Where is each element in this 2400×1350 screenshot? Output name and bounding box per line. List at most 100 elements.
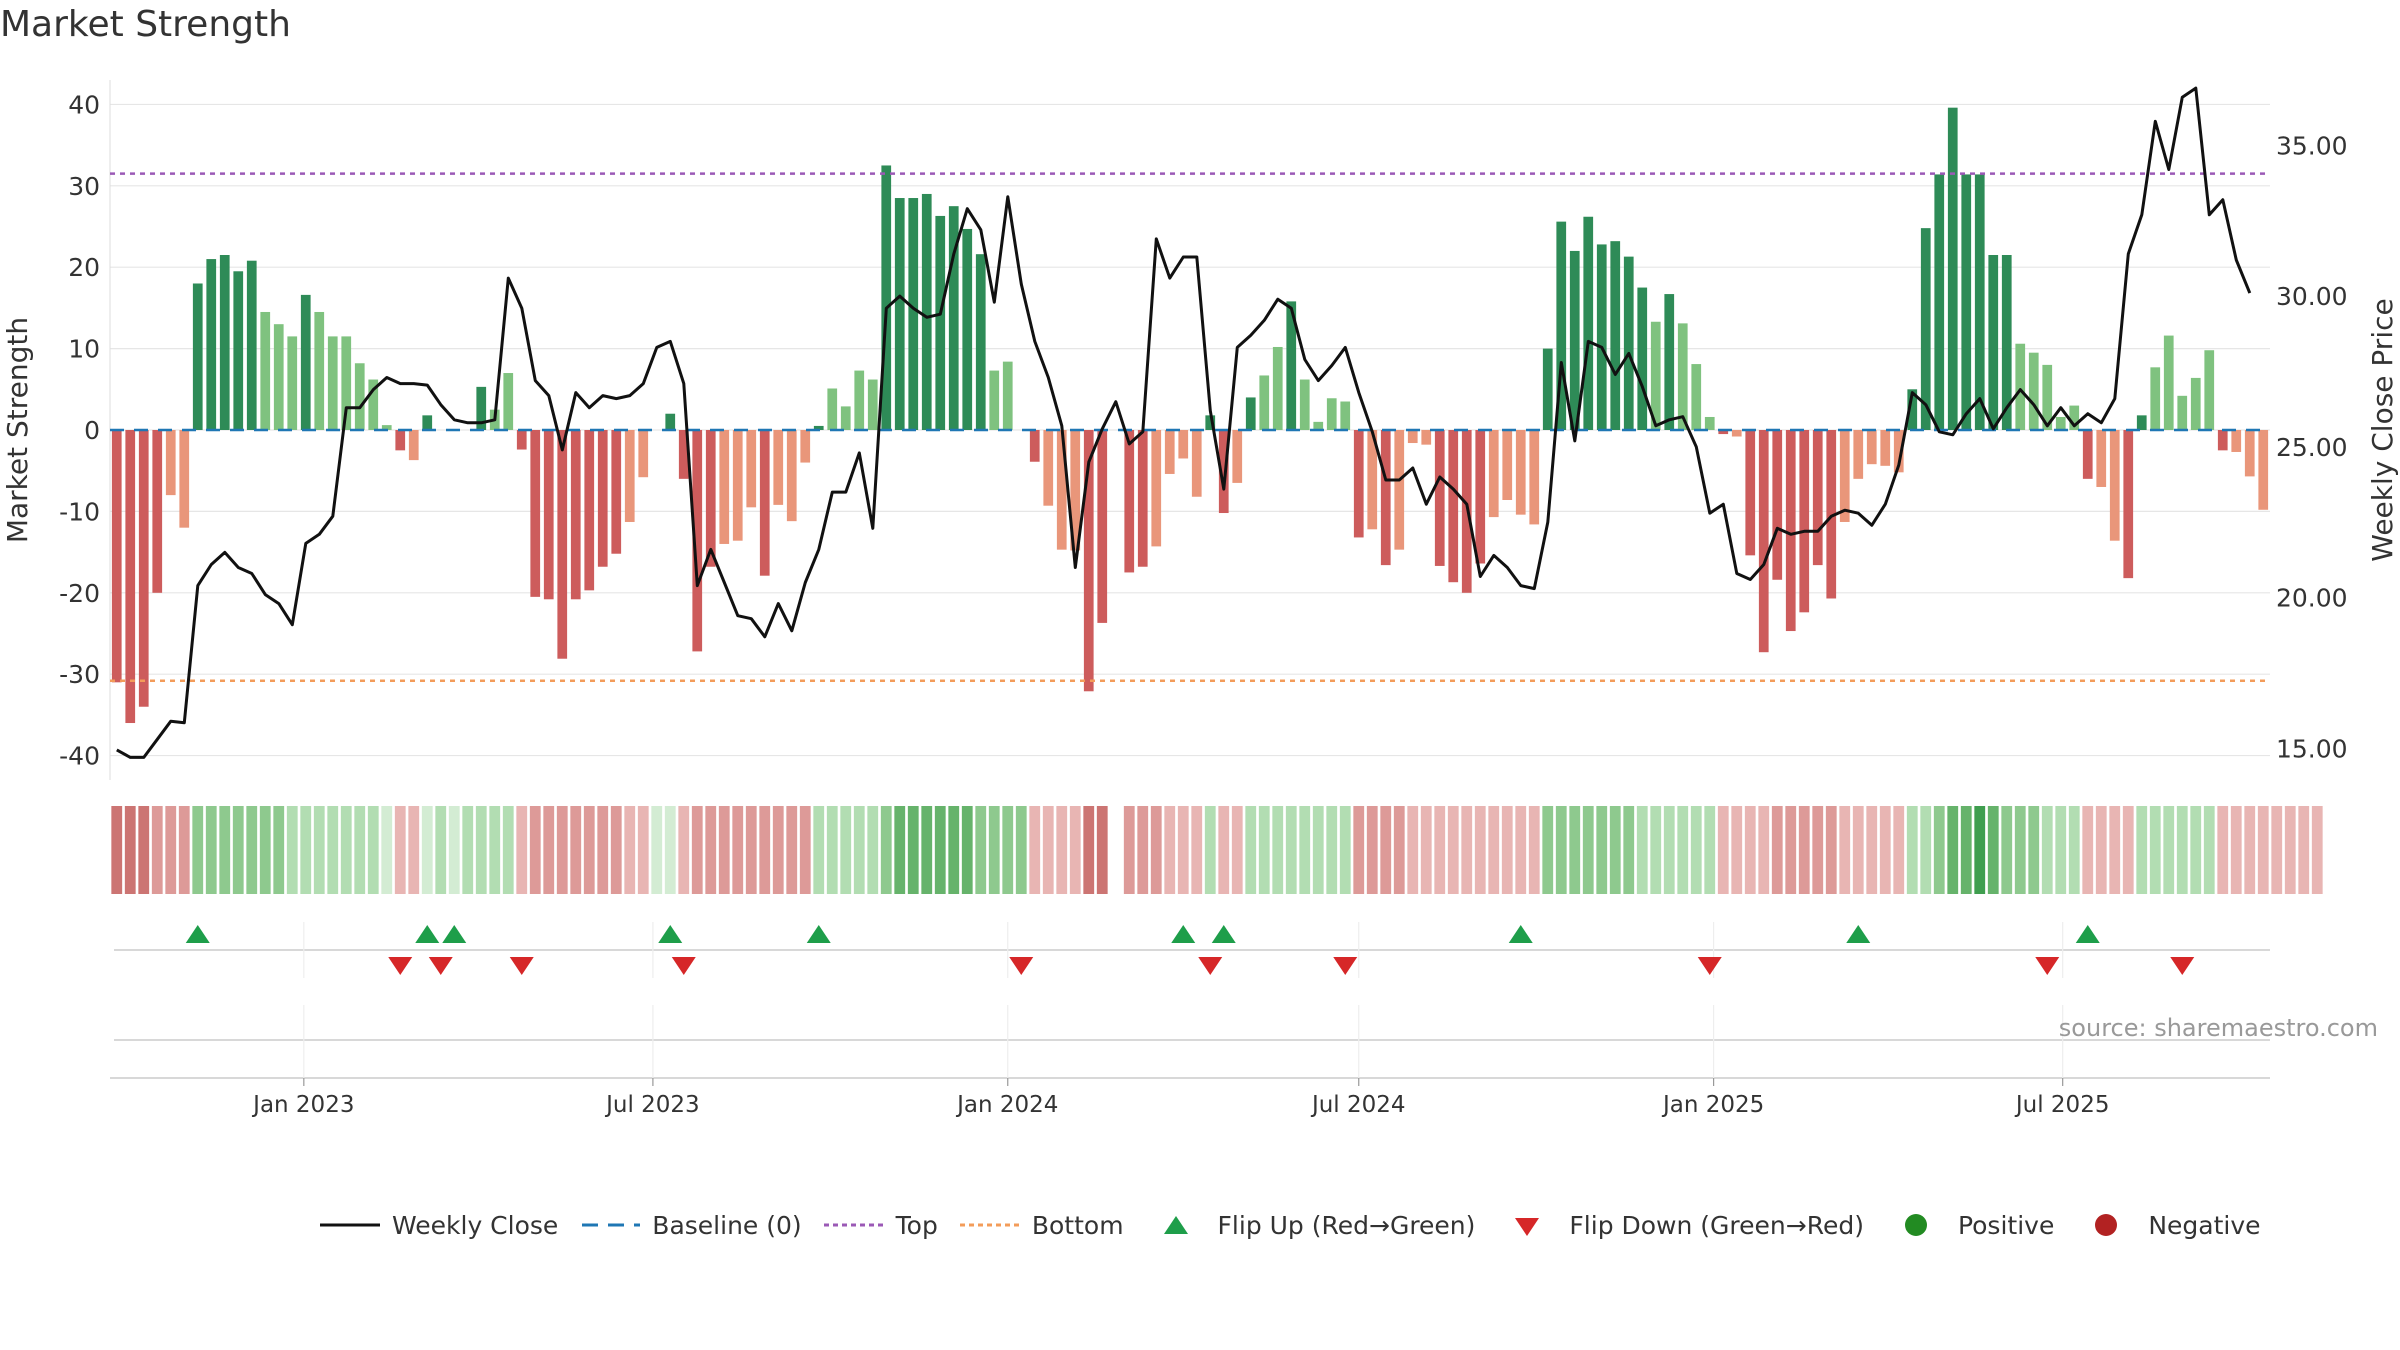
intensity-cell xyxy=(165,806,177,894)
weekly-close-line xyxy=(116,86,2252,759)
strength-bar xyxy=(1758,430,1769,653)
strength-bar xyxy=(624,430,635,522)
flip-up-marker xyxy=(1508,925,1533,943)
strength-bar xyxy=(2123,430,2134,579)
legend-label: Weekly Close xyxy=(392,1210,559,1240)
intensity-cell xyxy=(1906,806,1918,894)
flip-down-marker xyxy=(2035,957,2060,975)
intensity-cell xyxy=(1366,806,1378,894)
strength-bar xyxy=(773,430,784,505)
intensity-cell xyxy=(1596,806,1608,894)
strength-bar xyxy=(1934,174,1945,430)
legend-item-baseline: Baseline (0) xyxy=(580,1210,802,1240)
strength-bar xyxy=(1259,375,1270,430)
intensity-cell xyxy=(1839,806,1851,894)
intensity-cell xyxy=(408,806,420,894)
strength-bar xyxy=(246,260,257,430)
strength-bar xyxy=(1097,430,1108,623)
intensity-cell xyxy=(1758,806,1770,894)
intensity-cell xyxy=(232,806,244,894)
intensity-cell xyxy=(1434,806,1446,894)
legend-item-bottom: Bottom xyxy=(959,1210,1124,1240)
y2-tick-label: 25.00 xyxy=(2276,433,2348,462)
intensity-cell xyxy=(1056,806,1068,894)
x-tick-label: Jan 2024 xyxy=(955,1092,1058,1118)
strength-bar xyxy=(935,215,946,430)
intensity-cell xyxy=(1501,806,1513,894)
x-tick-label: Jul 2023 xyxy=(604,1092,700,1118)
legend-item-flip-up: Flip Up (Red→Green) xyxy=(1146,1210,1475,1240)
strength-bar xyxy=(1961,174,1972,430)
strength-bar xyxy=(1880,430,1891,466)
strength-bar xyxy=(1245,397,1256,430)
intensity-cell xyxy=(1569,806,1581,894)
intensity-cell xyxy=(1069,806,1081,894)
y2-tick-label: 15.00 xyxy=(2276,734,2348,763)
strength-bar xyxy=(1947,107,1958,431)
intensity-cell xyxy=(1879,806,1891,894)
intensity-cell xyxy=(2136,806,2148,894)
intensity-cell xyxy=(1825,806,1837,894)
intensity-cell xyxy=(718,806,730,894)
strength-bar xyxy=(1299,379,1310,430)
intensity-cell xyxy=(2149,806,2161,894)
strength-bar xyxy=(1434,430,1445,566)
intensity-cell xyxy=(961,806,973,894)
intensity-cell xyxy=(1623,806,1635,894)
strength-bar xyxy=(1731,430,1742,437)
intensity-cell xyxy=(2203,806,2215,894)
intensity-cell xyxy=(138,806,150,894)
strength-bar xyxy=(1380,430,1391,566)
y2-tick-label: 35.00 xyxy=(2276,131,2348,160)
strength-bar xyxy=(1974,174,1985,430)
flip-up-marker xyxy=(1171,925,1196,943)
strength-bar xyxy=(827,388,838,430)
intensity-cell xyxy=(1096,806,1108,894)
strength-bar xyxy=(719,430,730,544)
intensity-cell xyxy=(934,806,946,894)
strength-bar xyxy=(1745,430,1756,556)
strength-bar xyxy=(908,198,919,430)
intensity-cell xyxy=(691,806,703,894)
intensity-cell xyxy=(2122,806,2134,894)
intensity-cell xyxy=(1866,806,1878,894)
strength-bar xyxy=(2231,430,2242,452)
strength-bar xyxy=(1151,430,1162,547)
intensity-cell xyxy=(313,806,325,894)
intensity-cell xyxy=(1542,806,1554,894)
strength-bar xyxy=(1421,430,1432,445)
intensity-cell xyxy=(2311,806,2323,894)
intensity-cell xyxy=(840,806,852,894)
strength-bar xyxy=(1191,430,1202,497)
intensity-cell xyxy=(111,806,123,894)
intensity-cell xyxy=(1744,806,1756,894)
intensity-cell xyxy=(1380,806,1392,894)
intensity-cell xyxy=(1677,806,1689,894)
intensity-cell xyxy=(1191,806,1203,894)
intensity-cell xyxy=(1663,806,1675,894)
intensity-cell xyxy=(327,806,339,894)
flip-down-marker xyxy=(2170,957,2195,975)
strength-bar xyxy=(1866,430,1877,465)
intensity-cell xyxy=(475,806,487,894)
strength-bar xyxy=(759,430,770,576)
intensity-cell xyxy=(1002,806,1014,894)
intensity-cell xyxy=(1731,806,1743,894)
intensity-cell xyxy=(1704,806,1716,894)
x-tick-label: Jul 2024 xyxy=(1310,1092,1406,1118)
intensity-cell xyxy=(1029,806,1041,894)
strength-bar xyxy=(665,413,676,430)
strength-bar xyxy=(1353,430,1364,538)
strength-bar xyxy=(2082,430,2093,479)
strength-bar xyxy=(1812,430,1823,566)
intensity-cell xyxy=(2163,806,2175,894)
strength-bar xyxy=(1164,430,1175,474)
strength-bar xyxy=(2244,430,2255,477)
intensity-cell xyxy=(381,806,393,894)
intensity-cell xyxy=(2190,806,2202,894)
strength-bar xyxy=(503,373,514,430)
intensity-cell xyxy=(1812,806,1824,894)
intensity-cell xyxy=(1555,806,1567,894)
x-tick-label: Jul 2025 xyxy=(2014,1092,2110,1118)
